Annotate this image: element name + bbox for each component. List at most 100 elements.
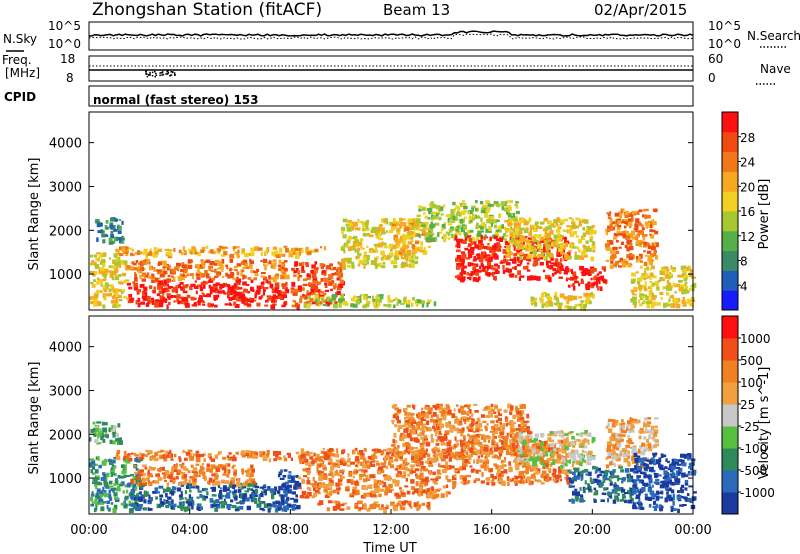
heatmap-cell	[302, 468, 307, 472]
heatmap-cell	[545, 274, 550, 280]
heatmap-cell	[474, 435, 479, 440]
cpid-panel-frame	[88, 85, 694, 107]
heatmap-cell	[541, 304, 545, 309]
heatmap-cell	[520, 426, 525, 432]
heatmap-cell	[112, 259, 117, 263]
heatmap-cell	[585, 286, 590, 291]
heatmap-cell	[369, 461, 372, 466]
heatmap-cell	[181, 481, 186, 485]
heatmap-cell	[179, 464, 182, 467]
heatmap-cell	[494, 255, 499, 260]
heatmap-cell	[197, 490, 203, 493]
heatmap-cell	[396, 253, 399, 257]
heatmap-cell	[665, 272, 669, 276]
heatmap-cell	[143, 472, 146, 477]
heatmap-cell	[455, 238, 461, 242]
heatmap-cell	[220, 504, 225, 509]
heatmap-cell	[450, 212, 455, 216]
heatmap-cell	[609, 226, 614, 231]
heatmap-cell	[254, 294, 257, 299]
heatmap-cell	[112, 304, 118, 308]
heatmap-cell	[492, 249, 496, 255]
heatmap-cell	[486, 272, 491, 276]
heatmap-cell	[398, 250, 403, 255]
heatmap-cell	[185, 468, 189, 472]
colorbar-segment	[722, 171, 738, 192]
heatmap-cell	[135, 501, 138, 504]
heatmap-cell	[227, 463, 231, 467]
heatmap-cell	[117, 256, 121, 262]
heatmap-cell	[333, 500, 337, 504]
heatmap-cell	[565, 299, 568, 302]
heatmap-cell	[161, 466, 165, 471]
heatmap-cell	[264, 304, 269, 307]
heatmap-cell	[674, 291, 677, 294]
heatmap-cell	[173, 248, 176, 252]
heatmap-cell	[518, 248, 523, 252]
heatmap-cell	[567, 267, 570, 271]
heatmap-cell	[568, 250, 572, 253]
heatmap-cell	[528, 246, 532, 250]
heatmap-cell	[205, 488, 208, 491]
heatmap-cell	[401, 233, 405, 238]
heatmap-cell	[424, 482, 427, 487]
heatmap-cell	[299, 458, 304, 462]
heatmap-cell	[416, 413, 419, 417]
heatmap-cell	[328, 491, 333, 496]
heatmap-cell	[174, 466, 178, 470]
heatmap-cell	[305, 462, 309, 466]
heatmap-cell	[506, 245, 510, 249]
heatmap-cell	[253, 270, 258, 274]
heatmap-cell	[608, 216, 612, 220]
heatmap-cell	[401, 438, 405, 442]
heatmap-cell	[190, 296, 195, 301]
heatmap-cell	[152, 491, 157, 494]
heatmap-cell	[319, 263, 325, 267]
heatmap-cell	[555, 297, 559, 301]
heatmap-cell	[470, 241, 474, 245]
heatmap-cell	[203, 458, 206, 462]
heatmap-cell	[637, 277, 641, 283]
heatmap-cell	[463, 232, 467, 235]
heatmap-cell	[365, 474, 369, 480]
heatmap-cell	[257, 503, 260, 507]
heatmap-cell	[471, 418, 475, 422]
heatmap-cell	[421, 207, 426, 211]
heatmap-cell	[406, 432, 412, 438]
heatmap-cell	[301, 460, 305, 464]
heatmap-cell	[168, 301, 171, 306]
heatmap-cell	[314, 267, 319, 271]
heatmap-cell	[510, 213, 515, 216]
heatmap-cell	[642, 294, 647, 298]
heatmap-cell	[410, 465, 414, 470]
heatmap-cell	[91, 500, 94, 505]
heatmap-cell	[631, 289, 635, 295]
heatmap-cell	[652, 229, 656, 233]
heatmap-cell	[362, 223, 367, 228]
heatmap-cell	[216, 260, 222, 266]
heatmap-cell	[352, 241, 357, 246]
heatmap-cell	[406, 412, 411, 415]
heatmap-cell	[578, 303, 583, 307]
heatmap-cell	[408, 218, 412, 224]
heatmap-cell	[640, 296, 645, 299]
heatmap-cell	[461, 267, 465, 273]
heatmap-cell	[472, 430, 477, 433]
heatmap-cell	[583, 219, 589, 224]
heatmap-cell	[443, 237, 447, 243]
heatmap-cell	[487, 262, 491, 266]
heatmap-cell	[354, 227, 359, 231]
heatmap-cell	[646, 250, 652, 254]
heatmap-cell	[336, 277, 342, 281]
nave-dot	[151, 71, 154, 74]
heatmap-cell	[565, 277, 568, 282]
heatmap-cell	[322, 482, 326, 485]
heatmap-cell	[280, 274, 285, 280]
heatmap-cell	[241, 251, 245, 255]
heatmap-cell	[413, 421, 417, 424]
heatmap-cell	[554, 258, 559, 263]
heatmap-cell	[609, 218, 613, 223]
heatmap-cell	[236, 263, 242, 267]
noise-left-tick-bottom: 10^0	[48, 37, 81, 51]
heatmap-cell	[647, 286, 651, 289]
